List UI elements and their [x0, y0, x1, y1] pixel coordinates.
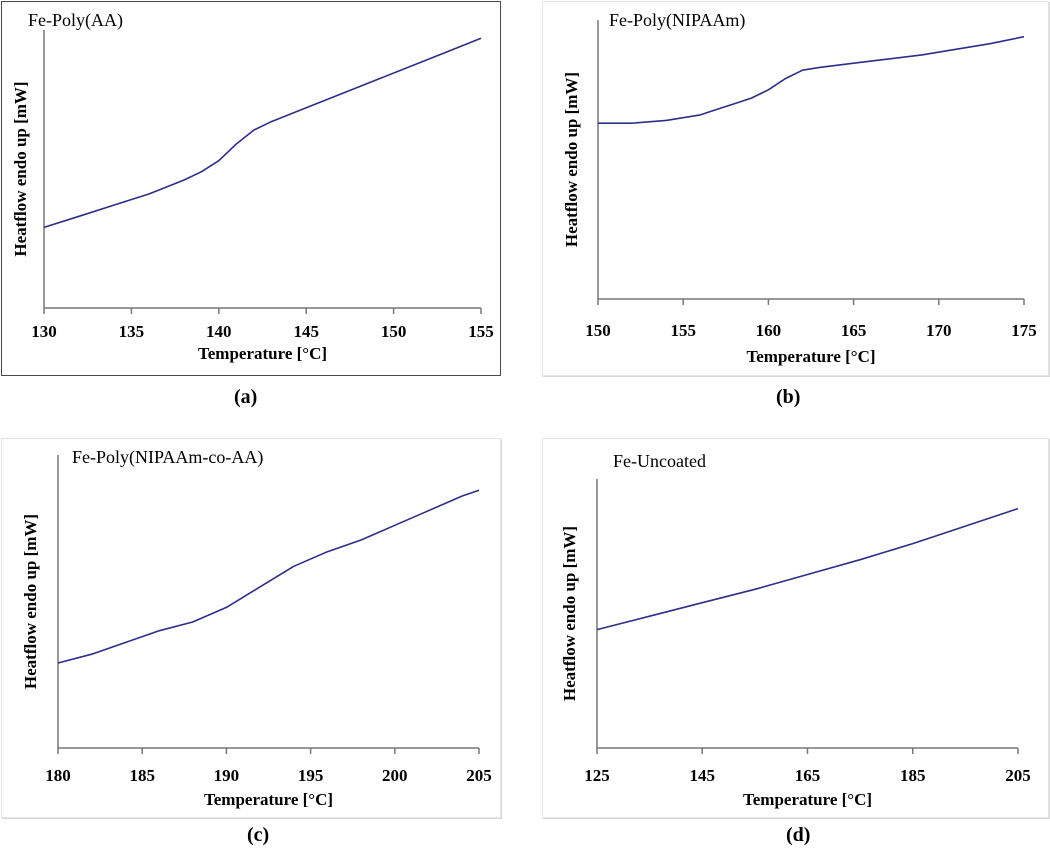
x-tick-label-4: 150 [381, 322, 407, 341]
caption-d: (d) [786, 824, 811, 846]
x-tick-label-5: 155 [468, 322, 494, 341]
x-tick-label-0: 150 [585, 321, 611, 340]
chart-panel-c: 180 185 190 195 200 205 Fe-Poly(NIPAAm-co-AA) T… [1, 438, 501, 818]
caption-a: (a) [234, 386, 258, 408]
chart-panel-d: 125 145 165 185 205 Fe-Uncoated Temperature [°… [542, 438, 1049, 818]
x-tick-label-1: 145 [690, 766, 716, 785]
y-axis-label: Heatflow endo up [mW] [562, 72, 581, 247]
x-tick-label-0: 130 [31, 322, 57, 341]
x-tick-label-2: 165 [795, 766, 821, 785]
x-tick-label-1: 135 [119, 322, 145, 341]
series-line-0 [57, 489, 480, 664]
x-tick-label-5: 175 [1011, 321, 1037, 340]
chart-svg-b: 150 155 160 165 170 175 Fe-Poly(NIPAAm) Tempera… [562, 10, 1037, 366]
x-tick-label-3: 145 [293, 322, 319, 341]
chart-panel-a: 130 135 140 145 150 155 Fe-Poly(AA) Temperature… [1, 1, 501, 376]
x-axis-label: Temperature [°C] [746, 347, 875, 366]
chart-title: Fe-Uncoated [613, 451, 706, 471]
series-line-0 [598, 35, 1025, 124]
chart-title: Fe-Poly(AA) [28, 10, 123, 31]
x-axis-label: Temperature [°C] [743, 790, 872, 809]
x-tick-label-5: 205 [466, 766, 492, 785]
chart-panel-b: 150 155 160 165 170 175 Fe-Poly(NIPAAm) Tempera… [542, 1, 1049, 376]
chart-title: Fe-Poly(NIPAAm-co-AA) [72, 447, 263, 468]
x-tick-label-2: 140 [206, 322, 232, 341]
caption-b: (b) [776, 386, 801, 408]
y-axis-label: Heatflow endo up [mW] [21, 514, 40, 689]
x-tick-label-2: 190 [214, 766, 240, 785]
x-tick-label-1: 185 [129, 766, 155, 785]
x-tick-label-0: 180 [45, 766, 71, 785]
caption-c: (c) [247, 824, 270, 846]
x-axis-label: Temperature [°C] [204, 790, 333, 809]
x-tick-label-4: 170 [926, 321, 952, 340]
series-line-0 [43, 37, 482, 229]
chart-svg-a: 130 135 140 145 150 155 Fe-Poly(AA) Temperature… [11, 10, 494, 363]
chart-svg-c: 180 185 190 195 200 205 Fe-Poly(NIPAAm-co-AA) T… [21, 447, 492, 809]
series-line-0 [596, 507, 1019, 631]
x-tick-label-0: 125 [584, 766, 610, 785]
y-axis-label: Heatflow endo up [mW] [11, 81, 30, 256]
chart-svg-d: 125 145 165 185 205 Fe-Uncoated Temperature [°… [560, 451, 1031, 809]
x-tick-label-2: 160 [756, 321, 782, 340]
x-tick-label-3: 185 [900, 766, 926, 785]
x-tick-label-3: 165 [841, 321, 867, 340]
y-axis-label: Heatflow endo up [mW] [560, 526, 579, 701]
chart-title: Fe-Poly(NIPAAm) [609, 10, 745, 31]
x-tick-label-3: 195 [298, 766, 324, 785]
x-tick-label-4: 205 [1005, 766, 1031, 785]
x-axis-label: Temperature [°C] [198, 344, 327, 363]
x-tick-label-4: 200 [382, 766, 408, 785]
x-tick-label-1: 155 [670, 321, 696, 340]
